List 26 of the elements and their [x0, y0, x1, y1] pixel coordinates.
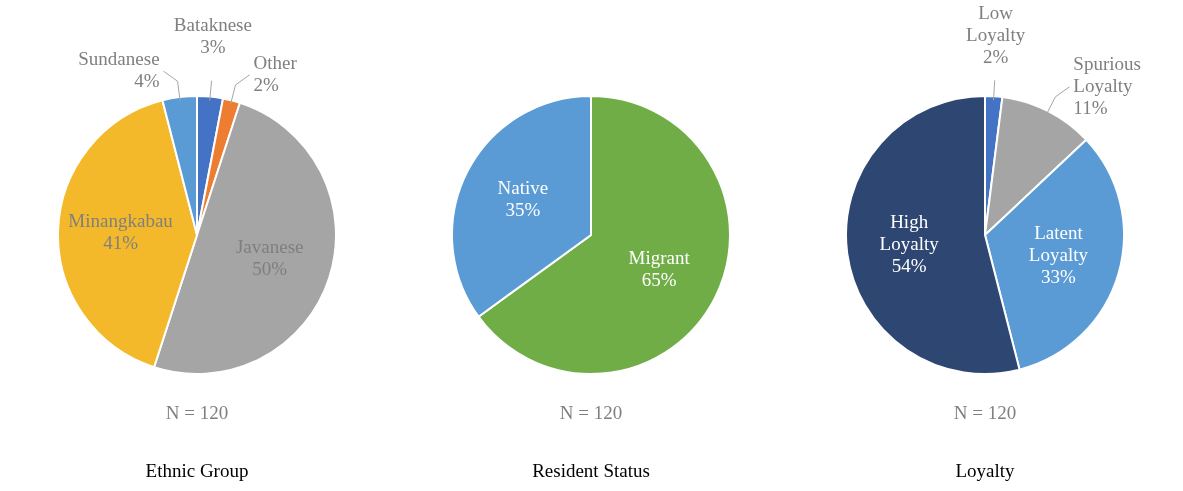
slice-label: Migrant [628, 246, 691, 268]
text: Resident Status [532, 460, 650, 482]
data-label: 4% [134, 70, 160, 92]
text: N = 120 [559, 401, 623, 425]
data-label: 2% [253, 73, 280, 95]
text: Ethnic Group [145, 460, 249, 482]
slice-label: Sundanese [78, 48, 160, 70]
data-label: 54% [891, 254, 927, 276]
slice-label: Spurious Loyalty [1073, 52, 1141, 96]
data-label: 33% [1041, 266, 1076, 288]
data-label: 2% [982, 46, 1009, 68]
slice-label: High Loyalty [879, 210, 940, 254]
data-label: 65% [641, 268, 677, 290]
text: Loyalty [955, 460, 1015, 482]
slice-label: Bataknese [173, 13, 252, 35]
slice-label: Low Loyalty [966, 2, 1026, 46]
text: N = 120 [165, 401, 229, 425]
text: N = 120 [953, 401, 1017, 425]
slice-label: Latent Loyalty [1028, 222, 1089, 266]
data-label: 3% [200, 35, 226, 57]
data-label: 35% [505, 199, 541, 221]
slice-label: Minangkabau [68, 209, 174, 231]
slice-label: Native [497, 177, 549, 199]
data-label: 11% [1073, 96, 1108, 118]
data-label: 41% [103, 231, 139, 253]
slice-label: Other [253, 51, 298, 73]
